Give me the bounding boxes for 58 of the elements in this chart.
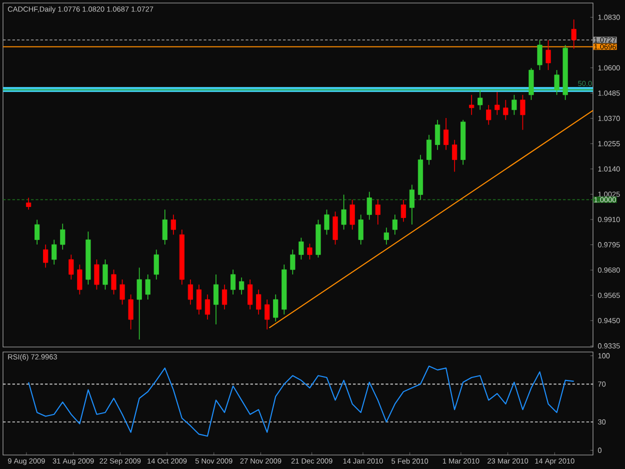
candlestick [494,91,500,116]
candlestick [366,191,372,220]
candlestick [34,219,40,245]
candlestick [409,184,414,225]
candlestick [452,139,458,172]
candlestick [26,197,32,210]
candlestick [358,214,364,245]
candlestick [170,214,176,235]
line-series [28,365,574,436]
candlestick [102,258,108,290]
candlestick [136,267,142,340]
candlestick [196,284,202,315]
candlestick [307,243,312,260]
candlestick [503,99,508,120]
candlestick [230,269,236,295]
candlestick [256,289,262,315]
candlestick [120,278,125,305]
candlestick [162,208,168,245]
candlestick [443,117,449,150]
candlestick [486,104,492,125]
candlestick [213,274,219,325]
candlestick [188,278,193,305]
candlestick [341,194,346,230]
candlestick [571,18,576,49]
candlestick [375,199,380,225]
candlestick [145,274,150,300]
candlestick [68,254,74,280]
candlestick [324,208,330,235]
candlestick [94,258,100,290]
candlestick [434,119,440,150]
candlestick [204,294,210,320]
candlestick [248,278,253,310]
candlestick [77,264,82,295]
candlestick [111,269,116,295]
candlestick [546,40,551,70]
candlestick [52,239,57,265]
candlestick [400,199,406,222]
candlestick [469,94,474,116]
candlestick [43,244,48,268]
candlestick [478,89,483,110]
candlestick [60,223,66,250]
candlestick [392,214,398,235]
candlestick [290,248,296,275]
candlestick [273,294,278,322]
candlestick [426,134,432,165]
candlestick [512,94,517,116]
candlestick [264,298,270,330]
candlestick [537,40,542,70]
candlestick [154,248,159,280]
candlestick [384,227,389,245]
candlestick [554,69,560,96]
candlestick [332,210,338,245]
candlestick [520,94,526,130]
candlestick [222,284,228,310]
candlestick [298,237,304,260]
candlestick [350,199,355,230]
candlestick [239,276,244,295]
candlestick [128,294,134,330]
